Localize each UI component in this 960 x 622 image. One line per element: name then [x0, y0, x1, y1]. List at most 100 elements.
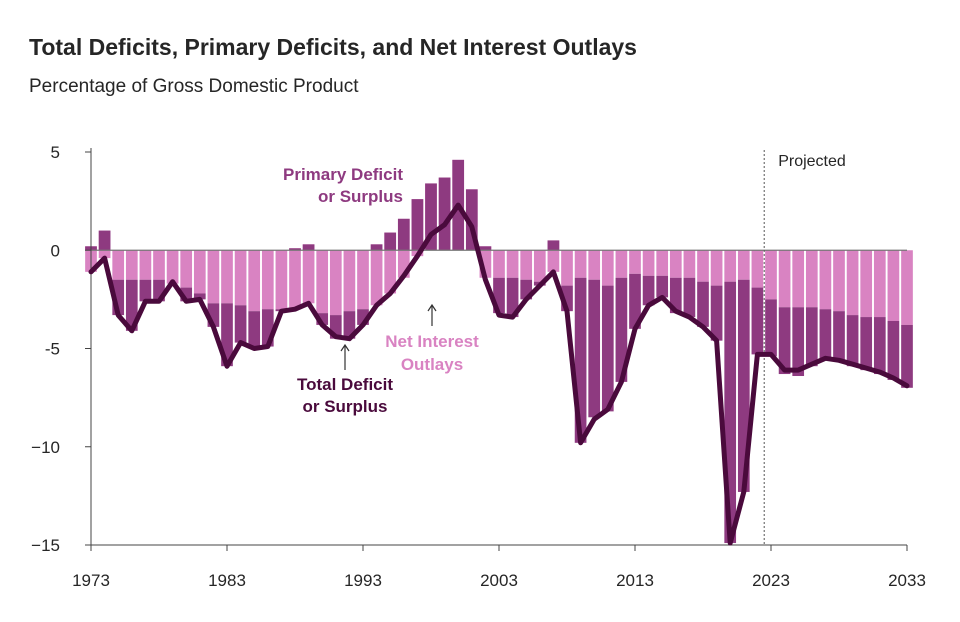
y-tick-label-3: −10: [31, 438, 60, 457]
interest-bar-2008: [561, 250, 573, 286]
primary-bar-2012: [615, 277, 628, 382]
x-axis-ticks: 1973 1983 1993 2003 2013 2023 2033: [72, 545, 926, 590]
primary-bar-1992: [343, 311, 356, 339]
interest-bar-2030: [860, 250, 873, 318]
primary-bar-2031: [873, 317, 886, 375]
primary-bar-2025: [792, 307, 805, 377]
primary-bar-2009: [574, 277, 587, 443]
interest-bar-1982: [207, 250, 220, 304]
primary-bar-1996: [397, 218, 410, 251]
x-tick-label-3: 2003: [480, 571, 518, 590]
primary-bar-2030: [860, 317, 873, 371]
interest-bar-2019: [710, 250, 723, 286]
primary-bar-1994: [370, 244, 383, 251]
interest-bar-2004: [506, 250, 519, 278]
primary-bar-2021: [737, 279, 750, 492]
primary-bar-1991: [329, 315, 342, 339]
primary-bar-2032: [887, 320, 900, 380]
interest-bar-2014: [642, 250, 655, 276]
primary-bar-2019: [710, 285, 723, 341]
interest-bar-1993: [357, 250, 369, 310]
total-deficit-label-line1: Total Deficit: [297, 375, 393, 394]
interest-bar-2005: [520, 250, 533, 280]
chart-subtitle: Percentage of Gross Domestic Product: [29, 76, 359, 97]
primary-bar-2018: [697, 281, 709, 327]
primary-bar-2013: [629, 273, 641, 329]
primary-bar-1998: [425, 183, 437, 251]
interest-bar-2009: [574, 250, 587, 278]
x-tick-label-2: 1993: [344, 571, 382, 590]
primary-bar-1995: [384, 232, 397, 251]
net-interest-annotation: Net Interest Outlays: [385, 303, 479, 374]
interest-bar-2024: [778, 250, 791, 308]
primary-bar-2015: [656, 275, 669, 298]
chart-title: Total Deficits, Primary Deficits, and Ne…: [29, 34, 637, 60]
interest-bar-2002: [479, 246, 492, 278]
primary-bar-1999: [438, 177, 451, 251]
primary-bar-2020: [724, 281, 737, 544]
interest-bar-2027: [819, 250, 832, 310]
x-tick-label-1: 1983: [208, 571, 246, 590]
y-tick-label-1: 0: [51, 241, 60, 260]
primary-bar-1982: [207, 303, 220, 327]
primary-bar-1993: [357, 309, 369, 325]
primary-bar-2016: [669, 277, 682, 314]
net-interest-arrow: [427, 303, 437, 326]
bar-layer: [85, 159, 913, 544]
interest-bar-1975: [112, 250, 125, 280]
primary-bar-1989: [302, 244, 315, 251]
primary-bar-2017: [683, 277, 696, 318]
interest-bar-2003: [493, 250, 505, 278]
primary-bar-2022: [751, 287, 764, 355]
primary-deficit-label-line2: or Surplus: [318, 187, 403, 206]
primary-bar-2014: [642, 275, 655, 306]
interest-bar-1994: [370, 244, 383, 306]
primary-bar-2024: [778, 307, 791, 375]
primary-bar-2028: [833, 311, 845, 361]
interest-bar-1995: [384, 232, 397, 294]
primary-bar-1985: [248, 311, 261, 349]
x-tick-label-5: 2023: [752, 571, 790, 590]
primary-bar-1997: [411, 199, 424, 251]
x-tick-label-6: 2033: [888, 571, 926, 590]
interest-bar-2023: [765, 250, 777, 300]
primary-bar-1980: [180, 287, 193, 302]
interest-bar-1990: [316, 250, 329, 314]
primary-bar-1974: [98, 230, 111, 251]
primary-bar-2002: [479, 246, 492, 251]
interest-bar-2007: [547, 240, 560, 272]
primary-bar-2004: [506, 277, 519, 318]
interest-bar-1976: [125, 250, 138, 280]
net-interest-label-line1: Net Interest: [385, 332, 479, 351]
interest-bar-2026: [805, 250, 818, 308]
interest-bar-2012: [615, 250, 628, 278]
interest-bar-2021: [737, 250, 750, 280]
primary-bar-2005: [520, 279, 533, 300]
primary-deficit-annotation: Primary Deficit or Surplus: [283, 165, 403, 206]
interest-bar-1983: [221, 250, 233, 304]
interest-bar-1987: [275, 250, 288, 310]
interest-bar-2006: [533, 250, 546, 282]
interest-bar-1978: [153, 250, 165, 280]
total-deficit-label-line2: or Surplus: [302, 397, 387, 416]
primary-deficit-label-line1: Primary Deficit: [283, 165, 403, 184]
y-tick-label-0: 5: [51, 143, 60, 162]
interest-bar-1979: [166, 250, 179, 284]
total-deficit-line: [88, 202, 910, 546]
interest-bar-2011: [601, 250, 614, 286]
interest-bar-2013: [629, 250, 641, 274]
interest-bar-2016: [669, 250, 682, 278]
interest-bar-1991: [329, 250, 342, 316]
primary-bar-1981: [193, 293, 206, 300]
primary-bar-1988: [289, 248, 301, 251]
primary-bar-1977: [139, 279, 152, 302]
interest-bar-1980: [180, 250, 193, 288]
y-tick-label-4: −15: [31, 536, 60, 555]
interest-bar-2017: [683, 250, 696, 278]
interest-bar-2010: [588, 250, 601, 280]
y-tick-label-2: -5: [45, 340, 60, 359]
interest-bar-1981: [193, 250, 206, 294]
primary-bar-2011: [601, 285, 614, 412]
net-interest-label-line2: Outlays: [401, 355, 463, 374]
primary-bar-1976: [125, 279, 138, 331]
